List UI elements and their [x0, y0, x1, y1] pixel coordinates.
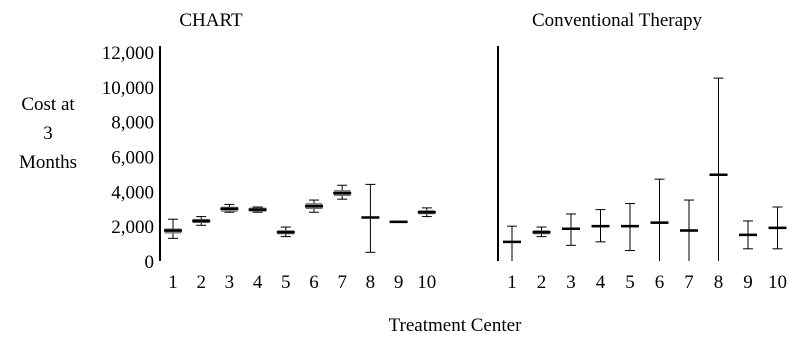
- y-tick-label: 8,000: [111, 113, 154, 134]
- x-tick-label: 2: [537, 272, 547, 293]
- box-7: [680, 199, 698, 261]
- x-tick-label: 1: [168, 272, 178, 293]
- y-tick-label: 10,000: [102, 78, 154, 99]
- box-2: [532, 226, 551, 238]
- x-tick-label: 3: [225, 272, 235, 293]
- y-tick-label: 0: [145, 252, 155, 273]
- panel-1: CHART 0 2,000 4,000 6,000 8,000 10,000 12,000 1 2…: [102, 10, 437, 293]
- y-axis-label-line-1: Cost at: [21, 94, 75, 115]
- x-tick-label: 10: [768, 272, 787, 293]
- box-1: [503, 225, 521, 261]
- box-6: [305, 199, 323, 213]
- x-tick-label: 9: [394, 272, 404, 293]
- x-tick-label: 9: [743, 272, 753, 293]
- box-8: [709, 77, 728, 261]
- x-tick-label: 4: [253, 272, 263, 293]
- box-6: [650, 178, 669, 261]
- y-axis-label-line-2: 3: [43, 123, 53, 144]
- box-8: [361, 183, 380, 253]
- box-2: [192, 216, 211, 226]
- x-tick-label: 3: [566, 272, 576, 293]
- box-9: [389, 220, 408, 224]
- y-tick-label: 2,000: [111, 217, 154, 238]
- y-tick-label: 4,000: [111, 182, 154, 203]
- box-4: [591, 209, 610, 243]
- x-tick-label: 6: [655, 272, 665, 293]
- x-tick-label: 5: [281, 272, 291, 293]
- x-tick-label: 8: [714, 272, 724, 293]
- x-tick-label: 8: [366, 272, 376, 293]
- box-3: [562, 213, 580, 246]
- box-3: [220, 203, 239, 213]
- x-axis-label: Treatment Center: [389, 315, 522, 336]
- box-9: [739, 220, 757, 250]
- x-tick-label: 6: [309, 272, 319, 293]
- x-tick-label: 7: [337, 272, 347, 293]
- box-5: [621, 203, 639, 252]
- y-tick-label: 12,000: [102, 43, 154, 64]
- box-10: [768, 206, 787, 250]
- x-tick-label: 1: [507, 272, 517, 293]
- box-7: [333, 184, 352, 200]
- box-1: [164, 218, 182, 239]
- x-tick-label: 5: [625, 272, 635, 293]
- x-tick-label: 7: [684, 272, 694, 293]
- panel-2: Conventional Therapy 1 2 3 4 5 6 7 8 9 10: [497, 10, 787, 293]
- x-tick-label: 2: [196, 272, 206, 293]
- y-axis-label-line-3: Months: [19, 152, 77, 173]
- box-5: [276, 226, 295, 238]
- y-tick-label: 6,000: [111, 148, 154, 169]
- x-tick-label: 10: [417, 272, 436, 293]
- panel-title: CHART: [179, 10, 243, 31]
- panel-title: Conventional Therapy: [532, 10, 703, 31]
- box-10: [417, 207, 436, 218]
- x-tick-label: 4: [596, 272, 606, 293]
- box-4: [248, 206, 267, 213]
